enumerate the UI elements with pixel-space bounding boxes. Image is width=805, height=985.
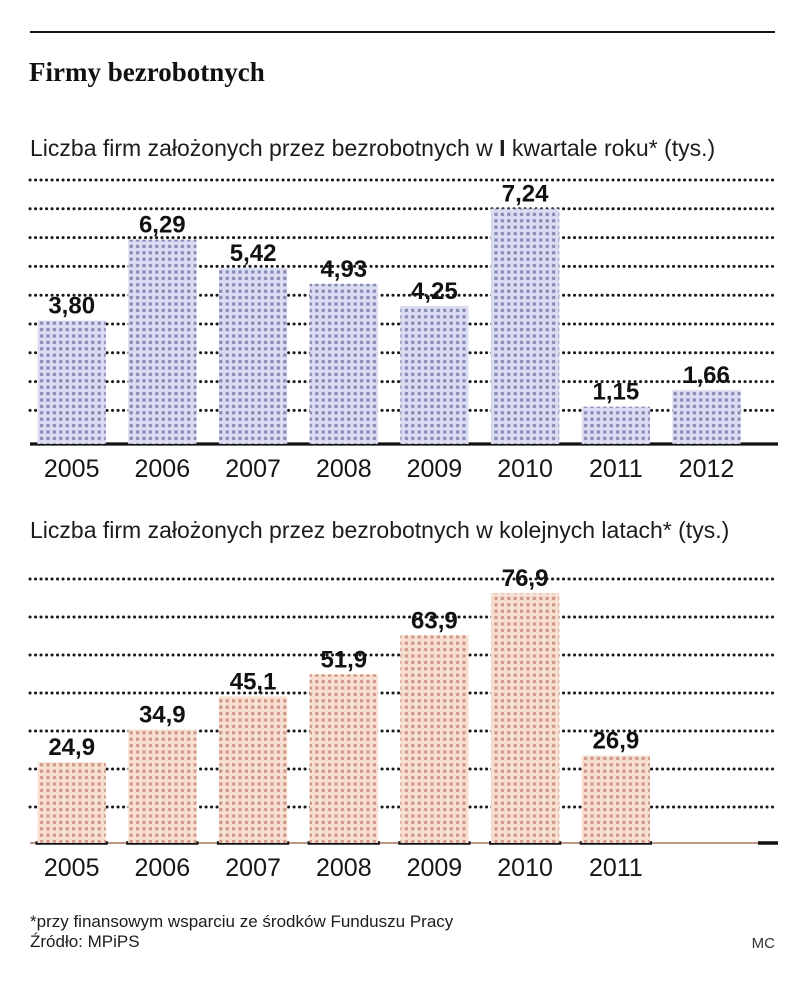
svg-text:45,1: 45,1 xyxy=(230,668,277,695)
svg-text:63,9: 63,9 xyxy=(411,607,458,634)
svg-text:34,9: 34,9 xyxy=(139,702,186,729)
svg-text:2010: 2010 xyxy=(497,854,553,882)
svg-text:2006: 2006 xyxy=(134,854,190,882)
svg-text:2008: 2008 xyxy=(316,455,372,483)
svg-text:1,15: 1,15 xyxy=(593,379,640,406)
svg-text:51,9: 51,9 xyxy=(320,646,367,673)
svg-text:2009: 2009 xyxy=(407,854,463,882)
svg-text:2005: 2005 xyxy=(44,455,100,483)
svg-text:2005: 2005 xyxy=(44,854,100,882)
svg-text:6,29: 6,29 xyxy=(139,212,186,239)
svg-text:2008: 2008 xyxy=(316,854,372,882)
svg-text:2007: 2007 xyxy=(225,854,281,882)
svg-text:1,66: 1,66 xyxy=(683,362,730,389)
svg-text:24,9: 24,9 xyxy=(48,734,95,761)
svg-text:2010: 2010 xyxy=(497,455,553,483)
svg-text:2007: 2007 xyxy=(225,455,281,483)
svg-text:2009: 2009 xyxy=(407,455,463,483)
svg-text:2011: 2011 xyxy=(589,455,643,483)
svg-text:2012: 2012 xyxy=(679,455,735,483)
svg-text:26,9: 26,9 xyxy=(593,728,640,755)
svg-text:3,80: 3,80 xyxy=(48,293,95,320)
svg-text:7,24: 7,24 xyxy=(502,181,549,208)
svg-text:4,25: 4,25 xyxy=(411,278,458,305)
svg-text:76,9: 76,9 xyxy=(502,565,549,592)
svg-text:4,93: 4,93 xyxy=(320,256,367,283)
svg-text:2006: 2006 xyxy=(134,455,190,483)
svg-text:2011: 2011 xyxy=(589,854,643,882)
svg-text:5,42: 5,42 xyxy=(230,240,277,267)
